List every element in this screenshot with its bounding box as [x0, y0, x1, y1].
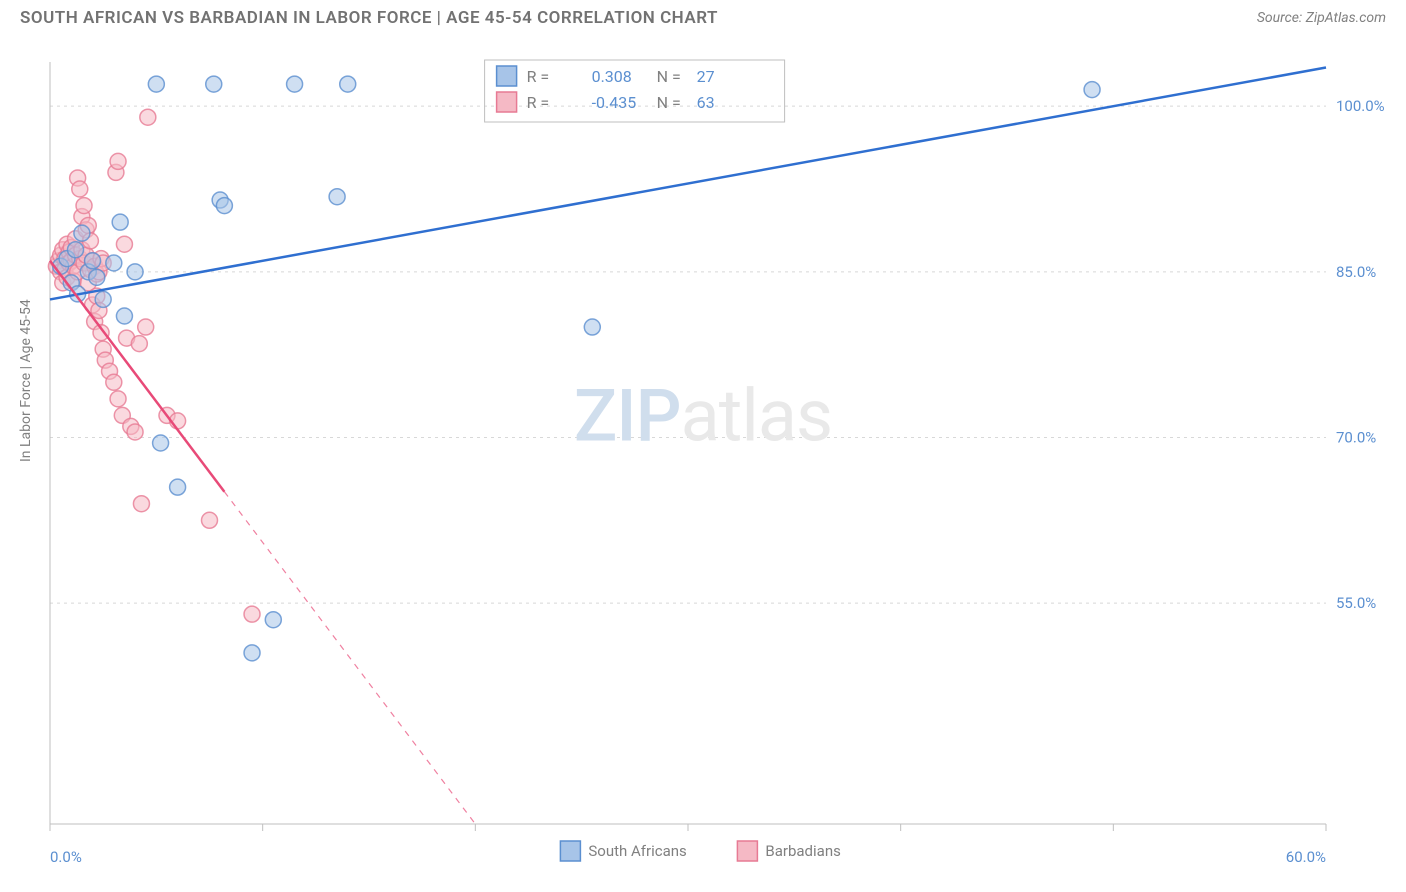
data-point: [127, 264, 143, 280]
data-point: [76, 198, 92, 214]
data-point: [110, 153, 126, 169]
trend-line: [50, 68, 1326, 300]
data-point: [74, 225, 90, 241]
data-point: [329, 189, 345, 205]
bottom-legend-swatch: [560, 841, 580, 861]
chart-title: SOUTH AFRICAN VS BARBADIAN IN LABOR FORC…: [20, 8, 718, 28]
data-point: [127, 424, 143, 440]
bottom-legend-label: Barbadians: [765, 842, 840, 860]
legend-r-label: R =: [527, 67, 550, 86]
x-tick-label: 0.0%: [50, 848, 82, 866]
x-tick-label: 60.0%: [1286, 848, 1326, 866]
data-point: [138, 319, 154, 335]
y-tick-label: 70.0%: [1336, 428, 1376, 446]
data-point: [202, 512, 218, 528]
data-point: [110, 391, 126, 407]
bottom-legend-label: South Africans: [588, 842, 686, 860]
data-point: [116, 308, 132, 324]
data-point: [287, 76, 303, 92]
data-point: [133, 496, 149, 512]
data-point: [68, 242, 84, 258]
source-label: Source: ZipAtlas.com: [1257, 10, 1386, 26]
data-point: [265, 612, 281, 628]
header: SOUTH AFRICAN VS BARBADIAN IN LABOR FORC…: [0, 0, 1406, 32]
data-point: [153, 435, 169, 451]
data-point: [340, 76, 356, 92]
legend-r-value: 0.308: [592, 67, 632, 86]
data-point: [131, 336, 147, 352]
y-tick-label: 85.0%: [1336, 263, 1376, 281]
data-point: [244, 606, 260, 622]
data-point: [106, 255, 122, 271]
trend-line: [50, 261, 224, 492]
y-tick-label: 55.0%: [1336, 594, 1376, 612]
data-point: [89, 269, 105, 285]
scatter-chart: 55.0% 70.0% 85.0% 100.0% 0.0% 60.0% R = 0.308 N …: [0, 42, 1406, 892]
data-point: [206, 76, 222, 92]
legend-r-label: R =: [527, 93, 550, 112]
data-point: [148, 76, 164, 92]
legend-n-label: N =: [657, 93, 681, 112]
bottom-legend-swatch: [737, 841, 757, 861]
data-point: [1084, 82, 1100, 98]
data-point: [72, 181, 88, 197]
data-point: [216, 198, 232, 214]
legend-n-label: N =: [657, 67, 681, 86]
legend-n-value: 27: [697, 67, 715, 86]
legend-r-value: -0.435: [592, 93, 637, 112]
data-point: [170, 479, 186, 495]
y-axis-label: In Labor Force | Age 45-54: [18, 299, 34, 462]
data-point: [95, 291, 111, 307]
data-point: [140, 109, 156, 125]
legend-swatch: [497, 92, 517, 112]
legend-n-value: 63: [697, 93, 715, 112]
legend-swatch: [497, 66, 517, 86]
trend-line-dashed: [224, 492, 475, 824]
data-point: [106, 374, 122, 390]
data-point: [85, 253, 101, 269]
data-point: [112, 214, 128, 230]
data-point: [244, 645, 260, 661]
y-tick-label: 100.0%: [1336, 97, 1385, 115]
chart-area: ZIPatlas In Labor Force | Age 45-54 55.0…: [0, 42, 1406, 892]
data-point: [584, 319, 600, 335]
data-point: [116, 236, 132, 252]
